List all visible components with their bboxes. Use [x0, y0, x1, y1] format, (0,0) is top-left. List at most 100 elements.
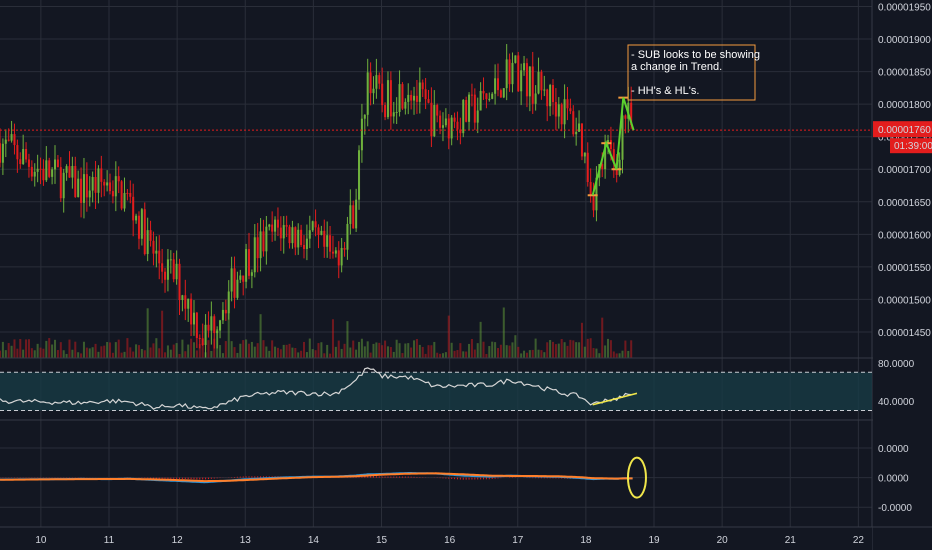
candle-body-152 — [439, 115, 442, 128]
volume-bar-47 — [135, 344, 138, 358]
volume-bar-45 — [129, 347, 132, 358]
volume-bar-152 — [439, 353, 442, 358]
volume-bar-133 — [384, 340, 387, 358]
candle-body-69 — [198, 337, 201, 339]
volume-bar-14 — [39, 347, 42, 358]
volume-bar-199 — [575, 342, 578, 358]
candle-body-1 — [1, 143, 4, 163]
candle-body-63 — [181, 295, 184, 301]
volume-bar-150 — [433, 341, 436, 358]
candle-body-53 — [152, 240, 155, 254]
volume-bar-61 — [175, 343, 178, 358]
candle-body-138 — [398, 84, 401, 113]
volume-bar-35 — [100, 346, 103, 358]
volume-bar-120 — [346, 321, 349, 358]
volume-bar-175 — [505, 345, 508, 358]
macd-tick-2: -0.0000 — [878, 503, 912, 514]
volume-bar-15 — [42, 348, 45, 358]
candle-body-197 — [569, 108, 572, 112]
candle-body-140 — [404, 101, 407, 109]
volume-bar-209 — [604, 345, 607, 358]
volume-bar-107 — [308, 338, 311, 358]
volume-bar-40 — [114, 342, 117, 358]
candle-body-178 — [514, 55, 517, 63]
countdown-tag-bg — [890, 138, 932, 154]
candle-body-44 — [126, 192, 129, 194]
volume-bar-126 — [363, 346, 366, 358]
candle-body-16 — [45, 160, 48, 181]
volume-bar-78 — [224, 341, 227, 358]
candle-body-4 — [10, 134, 13, 141]
candle-body-15 — [42, 168, 45, 181]
volume-bar-49 — [140, 348, 143, 358]
volume-bar-198 — [572, 340, 575, 358]
candle-body-143 — [413, 95, 416, 101]
candle-body-25 — [71, 165, 74, 178]
volume-bar-63 — [181, 339, 184, 358]
volume-bar-27 — [77, 352, 80, 358]
countdown-tag: 01:39:00 — [894, 141, 932, 152]
candle-body-195 — [563, 99, 566, 125]
volume-bar-82 — [236, 352, 239, 358]
candle-body-215 — [621, 115, 624, 160]
volume-bar-85 — [245, 339, 248, 358]
volume-bar-25 — [71, 349, 74, 358]
candle-body-205 — [592, 196, 595, 211]
price-tick-5: 0.00001700 — [878, 165, 931, 176]
volume-bar-196 — [566, 345, 569, 358]
volume-bar-124 — [358, 341, 361, 358]
candle-body-48 — [137, 215, 140, 239]
rsi-tick-0: 80.0000 — [878, 359, 915, 370]
candle-body-214 — [618, 159, 621, 175]
candle-body-104 — [300, 229, 303, 245]
candle-body-174 — [502, 88, 505, 98]
volume-bar-42 — [120, 352, 123, 358]
candle-body-210 — [607, 140, 610, 144]
annotation-box — [627, 44, 756, 101]
candle-body-99 — [285, 225, 288, 227]
candle-body-198 — [572, 111, 575, 135]
candle-body-189 — [546, 89, 549, 107]
volume-bar-130 — [375, 342, 378, 358]
candle-body-84 — [242, 275, 245, 282]
volume-bar-4 — [10, 345, 13, 358]
candle-body-184 — [531, 66, 534, 104]
volume-bar-111 — [320, 342, 323, 358]
volume-bar-46 — [132, 351, 135, 358]
candle-body-0 — [0, 143, 2, 163]
candle-body-127 — [366, 72, 369, 115]
volume-bar-171 — [494, 342, 497, 358]
volume-bar-208 — [601, 317, 604, 358]
volume-bar-176 — [508, 345, 511, 358]
candle-body-60 — [172, 259, 175, 280]
volume-bar-123 — [355, 349, 358, 358]
candle-body-10 — [27, 159, 30, 167]
volume-bar-39 — [111, 352, 114, 358]
volume-bar-145 — [418, 344, 421, 358]
volume-bar-86 — [247, 343, 251, 358]
candle-body-34 — [97, 168, 100, 193]
candle-body-180 — [520, 70, 523, 92]
volume-bar-167 — [482, 341, 485, 358]
candle-body-218 — [630, 102, 633, 126]
candle-body-101 — [291, 227, 294, 244]
candle-body-9 — [25, 148, 28, 160]
candle-body-105 — [302, 244, 306, 249]
time-tick-1: 11 — [104, 535, 115, 546]
candle-body-176 — [508, 59, 511, 85]
volume-bar-166 — [479, 321, 482, 358]
volume-bar-187 — [540, 350, 543, 358]
volume-bar-188 — [543, 352, 546, 358]
volume-bar-194 — [560, 339, 563, 358]
candle-body-172 — [496, 78, 500, 91]
candle-body-102 — [294, 227, 297, 248]
candle-body-113 — [326, 235, 329, 247]
candle-body-54 — [155, 250, 158, 254]
candle-body-79 — [227, 291, 230, 314]
volume-bar-56 — [161, 310, 164, 358]
volume-bar-114 — [329, 353, 332, 358]
volume-bar-100 — [288, 343, 291, 358]
candle-body-191 — [551, 85, 555, 103]
